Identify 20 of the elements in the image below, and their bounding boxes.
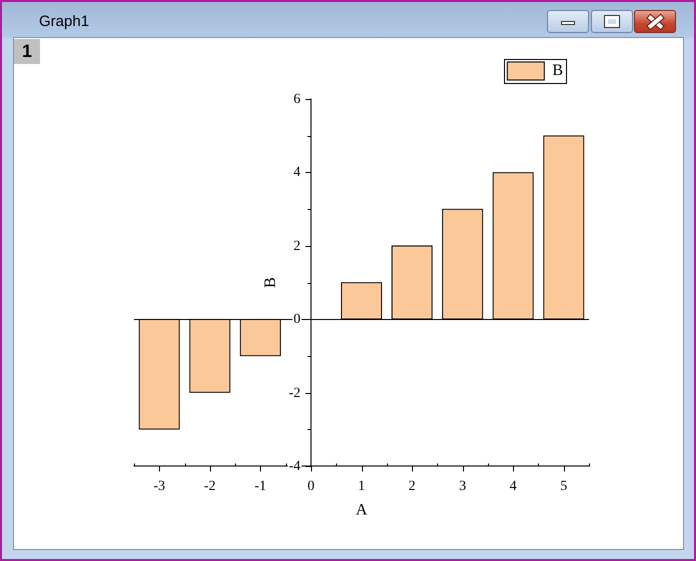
x-tick-label: 2 — [408, 479, 416, 494]
y-tick-label: 2 — [294, 239, 300, 254]
x-tick-label: 3 — [459, 479, 466, 494]
x-tick-label: -1 — [254, 479, 266, 494]
y-tick-label: -4 — [288, 459, 300, 474]
legend-label: B — [552, 62, 563, 80]
x-tick-label: 1 — [358, 479, 365, 494]
y-tick-label: 4 — [294, 165, 300, 180]
x-tick-label: 0 — [307, 479, 314, 494]
caption: Graph1 — [39, 13, 90, 31]
x-tick-label: -2 — [204, 479, 216, 494]
x-tick-label: 4 — [510, 479, 517, 494]
x-axis-title: A — [356, 502, 368, 519]
y-axis-title: B — [262, 277, 280, 288]
y-tick-label: 0 — [294, 312, 300, 328]
x-tick-label: -3 — [153, 479, 166, 494]
y-tick-label: 6 — [294, 92, 300, 108]
text: 1 — [14, 39, 40, 64]
y-tick-label: -2 — [288, 386, 300, 402]
x-tick-label: 5 — [560, 479, 568, 494]
